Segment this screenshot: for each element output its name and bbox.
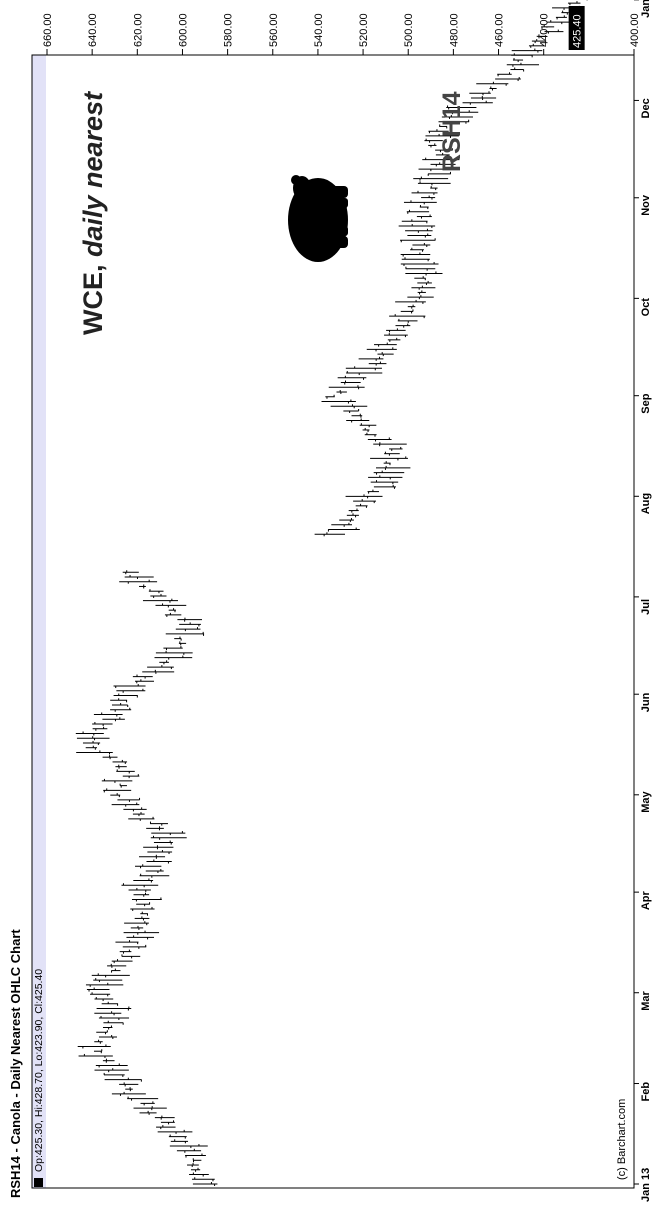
exchange-annotation: WCE, daily nearest [78, 91, 108, 335]
info-square-icon [34, 1178, 43, 1187]
date-axis: Jan 13 Feb Mar Apr May Jun Jul Aug Sep Oct Nov Dec J… [634, 0, 652, 1202]
date-tick-label: Nov [640, 194, 652, 216]
price-axis: 660.00 640.00 620.00 600.00 580.00 560.00 540.… [32, 6, 641, 56]
price-tick-label: 540.00 [313, 13, 325, 47]
price-tick-label: 460.00 [494, 13, 506, 47]
date-tick-label: Aug [640, 493, 652, 514]
price-tick-label: 600.00 [177, 13, 189, 47]
date-tick-label: Jul [640, 599, 652, 615]
date-tick-label: Dec [640, 98, 652, 118]
date-tick-label: Sep [640, 393, 652, 413]
price-tick-label: 560.00 [268, 13, 280, 47]
date-tick-label: May [640, 791, 652, 813]
copyright-label: (c) Barchart.com [616, 1099, 628, 1180]
date-tick-label: Jan 14 [640, 0, 652, 18]
date-tick-label: Feb [640, 1082, 652, 1102]
price-tick-label: 400.00 [629, 13, 641, 47]
exchange-annotation-emphasis: daily nearest [78, 91, 108, 257]
date-tick-label: Oct [640, 298, 652, 317]
price-tick-label: 660.00 [42, 13, 54, 47]
price-tick-label: 580.00 [223, 13, 235, 47]
price-tick-label: 500.00 [403, 13, 415, 47]
ohlc-info-line: Op:425.30, Hi:428.70, Lo:423.90, Cl:425.… [33, 969, 45, 1172]
last-price-marker [568, 6, 585, 50]
last-price-label: 425.40 [572, 14, 584, 48]
price-tick-label: 520.00 [358, 13, 370, 47]
info-bar [32, 55, 46, 1188]
chart-title: RSH14 - Canola - Daily Nearest OHLC Char… [8, 929, 23, 1198]
date-tick-label: Jun [640, 692, 652, 712]
exchange-annotation-prefix: WCE, [78, 257, 108, 335]
date-tick-label: Jan 13 [640, 1168, 652, 1202]
symbol-annotation: RSH14 [438, 91, 466, 172]
price-tick-label: 440.00 [539, 13, 551, 47]
date-tick-label: Apr [640, 890, 652, 910]
ohlc-bars [75, 0, 588, 1186]
price-tick-label: 480.00 [448, 13, 460, 47]
bear-icon [288, 175, 348, 262]
price-tick-label: 620.00 [132, 13, 144, 47]
date-tick-label: Mar [640, 990, 652, 1010]
price-tick-label: 640.00 [87, 13, 99, 47]
